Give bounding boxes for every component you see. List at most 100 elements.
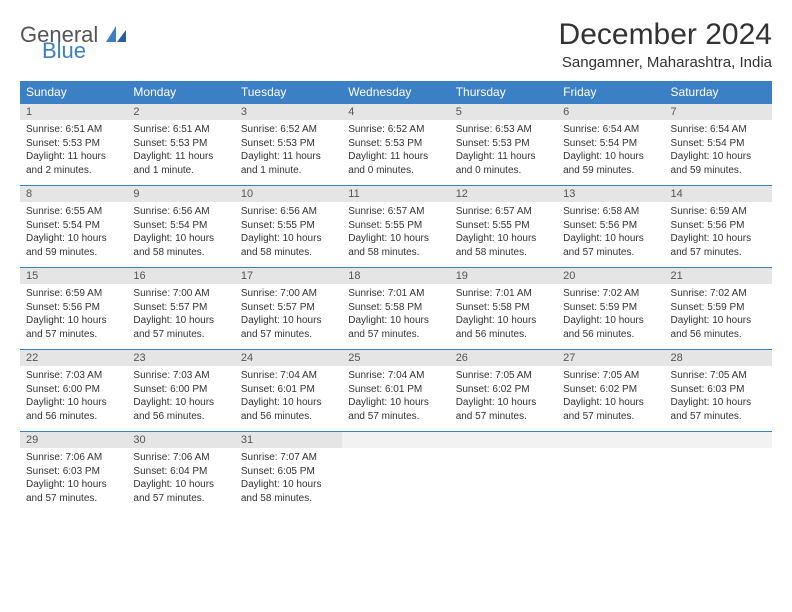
day-header-monday: Monday (127, 81, 234, 104)
daylight-text: Daylight: 10 hours and 57 minutes. (563, 232, 658, 259)
sunrise-text: Sunrise: 6:59 AM (26, 287, 121, 301)
week-row: 22Sunrise: 7:03 AMSunset: 6:00 PMDayligh… (20, 350, 772, 432)
daylight-text: Daylight: 10 hours and 57 minutes. (563, 396, 658, 423)
day-cell: 30Sunrise: 7:06 AMSunset: 6:04 PMDayligh… (127, 432, 234, 514)
day-data: Sunrise: 6:52 AMSunset: 5:53 PMDaylight:… (342, 120, 449, 185)
sunrise-text: Sunrise: 7:03 AM (26, 369, 121, 383)
sunset-text: Sunset: 5:55 PM (456, 219, 551, 233)
day-data: Sunrise: 6:56 AMSunset: 5:55 PMDaylight:… (235, 202, 342, 267)
week-row: 29Sunrise: 7:06 AMSunset: 6:03 PMDayligh… (20, 432, 772, 514)
day-number: 1 (20, 104, 127, 120)
sunrise-text: Sunrise: 6:54 AM (671, 123, 766, 137)
calendar-body: 1Sunrise: 6:51 AMSunset: 5:53 PMDaylight… (20, 104, 772, 514)
day-data: Sunrise: 6:51 AMSunset: 5:53 PMDaylight:… (127, 120, 234, 185)
sunset-text: Sunset: 5:54 PM (563, 137, 658, 151)
day-number (665, 432, 772, 448)
daylight-text: Daylight: 11 hours and 1 minute. (241, 150, 336, 177)
sunrise-text: Sunrise: 7:05 AM (671, 369, 766, 383)
day-cell: 21Sunrise: 7:02 AMSunset: 5:59 PMDayligh… (665, 268, 772, 350)
day-cell: 10Sunrise: 6:56 AMSunset: 5:55 PMDayligh… (235, 186, 342, 268)
sunrise-text: Sunrise: 6:59 AM (671, 205, 766, 219)
day-data: Sunrise: 7:00 AMSunset: 5:57 PMDaylight:… (127, 284, 234, 349)
day-data: Sunrise: 7:06 AMSunset: 6:04 PMDaylight:… (127, 448, 234, 513)
sunrise-text: Sunrise: 7:01 AM (456, 287, 551, 301)
daylight-text: Daylight: 10 hours and 57 minutes. (671, 396, 766, 423)
day-number: 9 (127, 186, 234, 202)
day-data: Sunrise: 6:59 AMSunset: 5:56 PMDaylight:… (20, 284, 127, 349)
day-data: Sunrise: 7:07 AMSunset: 6:05 PMDaylight:… (235, 448, 342, 513)
sunrise-text: Sunrise: 6:52 AM (241, 123, 336, 137)
sunrise-text: Sunrise: 6:51 AM (26, 123, 121, 137)
sunset-text: Sunset: 5:55 PM (241, 219, 336, 233)
title-block: December 2024 Sangamner, Maharashtra, In… (559, 18, 772, 71)
sunrise-text: Sunrise: 6:55 AM (26, 205, 121, 219)
day-data: Sunrise: 7:03 AMSunset: 6:00 PMDaylight:… (127, 366, 234, 431)
sunset-text: Sunset: 5:56 PM (563, 219, 658, 233)
day-data: Sunrise: 7:02 AMSunset: 5:59 PMDaylight:… (557, 284, 664, 349)
daylight-text: Daylight: 10 hours and 57 minutes. (348, 396, 443, 423)
sunrise-text: Sunrise: 7:04 AM (348, 369, 443, 383)
daylight-text: Daylight: 10 hours and 59 minutes. (671, 150, 766, 177)
day-cell: 17Sunrise: 7:00 AMSunset: 5:57 PMDayligh… (235, 268, 342, 350)
day-header-saturday: Saturday (665, 81, 772, 104)
day-number: 8 (20, 186, 127, 202)
sunset-text: Sunset: 5:56 PM (26, 301, 121, 315)
day-number: 11 (342, 186, 449, 202)
day-data: Sunrise: 7:04 AMSunset: 6:01 PMDaylight:… (235, 366, 342, 431)
day-number: 24 (235, 350, 342, 366)
day-number: 16 (127, 268, 234, 284)
day-cell: 20Sunrise: 7:02 AMSunset: 5:59 PMDayligh… (557, 268, 664, 350)
day-data: Sunrise: 7:04 AMSunset: 6:01 PMDaylight:… (342, 366, 449, 431)
daylight-text: Daylight: 10 hours and 56 minutes. (671, 314, 766, 341)
sunset-text: Sunset: 5:53 PM (241, 137, 336, 151)
sunset-text: Sunset: 6:02 PM (563, 383, 658, 397)
daylight-text: Daylight: 10 hours and 58 minutes. (348, 232, 443, 259)
day-number: 13 (557, 186, 664, 202)
day-data: Sunrise: 6:53 AMSunset: 5:53 PMDaylight:… (450, 120, 557, 185)
sunrise-text: Sunrise: 7:06 AM (26, 451, 121, 465)
sunset-text: Sunset: 5:58 PM (348, 301, 443, 315)
sunrise-text: Sunrise: 6:56 AM (133, 205, 228, 219)
daylight-text: Daylight: 11 hours and 0 minutes. (456, 150, 551, 177)
day-number: 19 (450, 268, 557, 284)
day-cell: 8Sunrise: 6:55 AMSunset: 5:54 PMDaylight… (20, 186, 127, 268)
day-data: Sunrise: 6:58 AMSunset: 5:56 PMDaylight:… (557, 202, 664, 267)
day-number: 18 (342, 268, 449, 284)
day-cell: 1Sunrise: 6:51 AMSunset: 5:53 PMDaylight… (20, 104, 127, 186)
day-cell: 27Sunrise: 7:05 AMSunset: 6:02 PMDayligh… (557, 350, 664, 432)
sunrise-text: Sunrise: 7:07 AM (241, 451, 336, 465)
logo: General Blue (20, 18, 126, 62)
sunset-text: Sunset: 5:54 PM (671, 137, 766, 151)
sunrise-text: Sunrise: 6:51 AM (133, 123, 228, 137)
day-data: Sunrise: 6:54 AMSunset: 5:54 PMDaylight:… (557, 120, 664, 185)
empty-day-cell (665, 432, 772, 514)
sunset-text: Sunset: 6:01 PM (241, 383, 336, 397)
daylight-text: Daylight: 10 hours and 59 minutes. (26, 232, 121, 259)
sunrise-text: Sunrise: 7:02 AM (671, 287, 766, 301)
day-number: 7 (665, 104, 772, 120)
day-data: Sunrise: 6:56 AMSunset: 5:54 PMDaylight:… (127, 202, 234, 267)
day-data: Sunrise: 7:00 AMSunset: 5:57 PMDaylight:… (235, 284, 342, 349)
day-header-friday: Friday (557, 81, 664, 104)
sunset-text: Sunset: 6:05 PM (241, 465, 336, 479)
daylight-text: Daylight: 10 hours and 58 minutes. (241, 478, 336, 505)
day-cell: 2Sunrise: 6:51 AMSunset: 5:53 PMDaylight… (127, 104, 234, 186)
day-cell: 7 Sunrise: 6:54 AMSunset: 5:54 PMDaylight… (665, 104, 772, 186)
day-number (557, 432, 664, 448)
day-cell: 14Sunrise: 6:59 AMSunset: 5:56 PMDayligh… (665, 186, 772, 268)
sunrise-text: Sunrise: 6:57 AM (348, 205, 443, 219)
day-data: Sunrise: 6:59 AMSunset: 5:56 PMDaylight:… (665, 202, 772, 267)
sunset-text: Sunset: 5:53 PM (348, 137, 443, 151)
day-cell: 15Sunrise: 6:59 AMSunset: 5:56 PMDayligh… (20, 268, 127, 350)
daylight-text: Daylight: 10 hours and 56 minutes. (456, 314, 551, 341)
sunset-text: Sunset: 5:53 PM (456, 137, 551, 151)
day-number: 21 (665, 268, 772, 284)
day-cell: 19Sunrise: 7:01 AMSunset: 5:58 PMDayligh… (450, 268, 557, 350)
daylight-text: Daylight: 10 hours and 58 minutes. (241, 232, 336, 259)
day-cell: 23Sunrise: 7:03 AMSunset: 6:00 PMDayligh… (127, 350, 234, 432)
day-data: Sunrise: 7:03 AMSunset: 6:00 PMDaylight:… (20, 366, 127, 431)
sunrise-text: Sunrise: 7:00 AM (241, 287, 336, 301)
day-header-wednesday: Wednesday (342, 81, 449, 104)
day-number: 4 (342, 104, 449, 120)
sunrise-text: Sunrise: 7:06 AM (133, 451, 228, 465)
